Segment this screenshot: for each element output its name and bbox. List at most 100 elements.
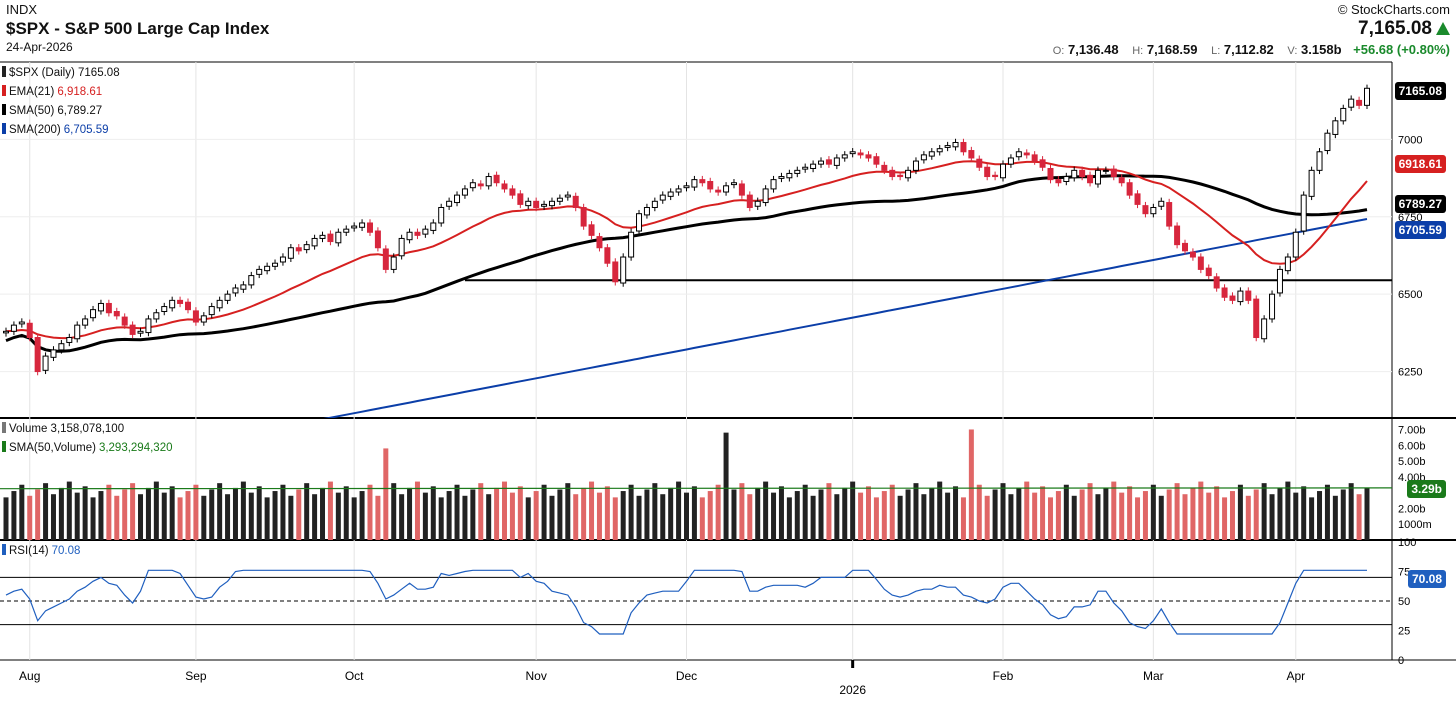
candle-body [746,194,753,208]
candle-body [1102,169,1109,172]
candle-body [422,228,429,235]
volume-bar [185,491,191,540]
legend-sma200: SMA(200) 6,705.59 [2,123,109,136]
volume-bar [1040,486,1046,540]
candle-body [390,256,397,270]
candle-body [264,265,271,272]
volume-bar [1111,481,1117,540]
volume-bar [153,481,159,540]
volume-tick-label: 5.00b [1398,456,1426,468]
ohlc-bar: O: 7,136.48 H: 7,168.59 L: 7,112.82 V: 3… [1043,42,1450,57]
volume-bar [699,497,705,540]
candle-body [1118,177,1125,184]
volume-bar [19,484,25,540]
legend-price: $SPX (Daily) 7165.08 [2,66,120,79]
volume-bar [921,494,927,540]
volume-bar [684,492,689,540]
volume-bar [826,483,832,540]
candle-body [10,324,17,332]
volume-bar [794,491,800,540]
volume-bar [984,495,990,540]
candle-body [1023,152,1030,156]
legend-rsi-label: RSI(14) [9,545,49,557]
price-tick-label: 7000 [1398,134,1422,146]
volume-bar [509,492,515,540]
volume-bar [1324,484,1330,540]
candle-body [612,261,619,283]
volume-bar [960,497,966,540]
candle-body [1047,167,1054,181]
volume-bar [557,489,563,540]
legend-swatch-sma50 [2,104,6,115]
volume-bar [850,481,856,540]
volume-bar [565,483,571,540]
candle-body [184,301,191,311]
month-tick-label: Nov [525,669,546,683]
volume-bar [1261,483,1267,540]
candle-body [454,194,461,204]
candle-body [1229,295,1236,301]
volume-bar [525,497,531,540]
volume-bar [272,491,278,540]
volume-bar [1206,492,1212,540]
volume-bar [778,486,784,540]
volume-tick-label: 6.00b [1398,440,1426,452]
volume-bar [1332,495,1338,540]
volume-bar [1245,495,1251,540]
volume-bar [1222,497,1228,540]
volume-bar [1055,491,1061,540]
month-tick-label: Feb [993,669,1014,683]
legend-ema21-label: EMA(21) [9,86,55,98]
candle-body [26,322,33,339]
volume-bar [1229,491,1235,540]
volume-tick-label: 1000m [1398,519,1432,531]
volume-bar [1237,484,1243,540]
tag-ema21: 6918.61 [1394,155,1446,173]
volume-bar [668,487,674,540]
open-label: O: [1052,45,1065,57]
volume-bar [747,494,753,540]
candle-body [461,188,468,196]
brand-label[interactable]: © StockCharts.com [1337,2,1450,17]
volume-bar [470,489,476,540]
volume-bar [145,487,151,540]
legend-vol-sma: SMA(50,Volume) 3,293,294,320 [2,441,172,454]
legend-rsi-value: 70.08 [51,545,81,557]
candle-body [620,256,627,284]
candle-body [556,197,563,202]
volume-bar [1348,483,1354,540]
candle-body [1166,202,1173,227]
rsi-tick-label: 75 [1398,567,1410,579]
candle-body [707,180,714,190]
month-tick-label: Apr [1286,669,1305,683]
volume-bar [407,487,413,540]
candle-body [82,318,89,326]
candle-body [723,185,730,193]
volume-bar [454,484,460,540]
candle-body [525,200,532,207]
candle-body [177,299,184,304]
candle-body [865,154,872,159]
volume-bar [304,483,310,540]
candle-body [493,174,500,184]
volume-bar [114,495,120,540]
candle-body [825,159,832,165]
candle-body [984,166,991,178]
rsi-tick-label: 0 [1398,655,1404,667]
last-price: 7,165.08 [1358,18,1432,39]
volume-bar [573,494,579,540]
volume-bar [90,497,96,540]
candle-body [34,337,41,373]
candle-body [74,324,81,340]
candle-body [596,236,603,249]
candle-body [1063,176,1070,182]
chart-date: 24-Apr-2026 [6,40,73,54]
volume-bar [1293,492,1299,540]
volume-sma-line [0,487,1393,490]
candle-body [1340,107,1347,122]
legend-swatch-vol-sma [2,441,6,452]
candle-body [240,284,247,290]
volume-bar [968,429,974,540]
candle-body [1031,154,1038,162]
